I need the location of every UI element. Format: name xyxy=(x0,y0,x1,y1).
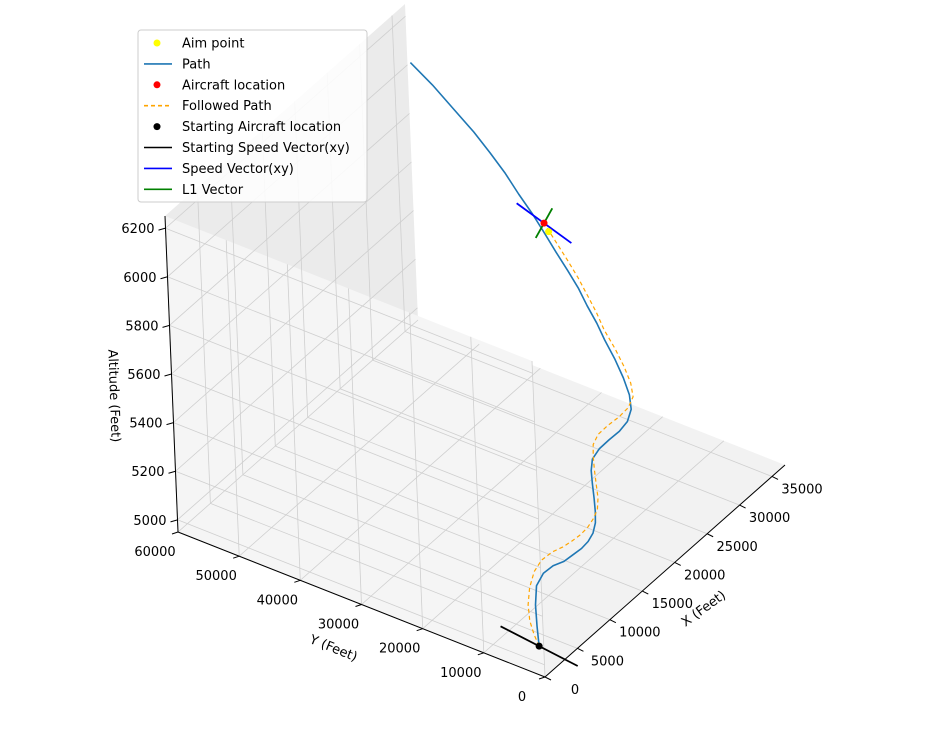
z-tick-mark xyxy=(160,276,168,280)
z-tick-mark xyxy=(162,324,170,328)
x-tick-mark xyxy=(674,561,681,566)
x-tick-mark xyxy=(739,504,746,509)
legend-label: L1 Vector xyxy=(182,183,244,198)
z-tick-label: 5400 xyxy=(129,417,162,432)
y-tick-mark xyxy=(233,555,240,559)
marker-aim-point xyxy=(545,228,553,236)
y-tick-label: 40000 xyxy=(257,593,298,608)
legend-swatch xyxy=(153,123,161,131)
series-path xyxy=(409,62,633,647)
y-tick-mark xyxy=(477,652,484,656)
y-tick-label: 60000 xyxy=(134,545,175,560)
legend: Aim point Path Aircraft location Followed P… xyxy=(137,29,368,203)
z-tick-label: 5000 xyxy=(133,514,166,529)
z-tick-label: 5800 xyxy=(125,319,158,334)
z-tick-mark xyxy=(170,519,178,523)
x-tick-mark xyxy=(544,676,552,681)
y-tick-mark xyxy=(538,676,546,680)
z-tick-mark xyxy=(164,373,172,377)
y-tick-label: 50000 xyxy=(195,569,236,584)
x-tick-mark xyxy=(577,647,584,652)
legend-label: Followed Path xyxy=(182,99,272,114)
legend-swatch xyxy=(153,81,161,89)
x-tick-label: 0 xyxy=(571,683,579,698)
z-tick-label: 5200 xyxy=(131,465,164,480)
y-tick-label: 10000 xyxy=(440,666,481,681)
tick-labels: 0 5000 10000 15000 20000 25000 30000 35000 0 1000… xyxy=(121,222,822,705)
legend-label: Aircraft location xyxy=(182,78,285,93)
z-tick-label: 5600 xyxy=(127,368,160,383)
y-tick-mark xyxy=(416,628,423,632)
x-tick-mark xyxy=(642,590,649,595)
y-tick-label: 0 xyxy=(518,690,526,705)
legend-label: Path xyxy=(182,57,211,72)
z-tick-mark xyxy=(168,470,176,474)
y-tick-mark xyxy=(355,604,362,607)
z-tick-label: 6200 xyxy=(121,222,154,237)
x-tick-label: 35000 xyxy=(781,482,822,497)
z-tick-mark xyxy=(166,422,174,426)
x-tick-label: 5000 xyxy=(591,654,624,669)
marker-starting-aircraft-location xyxy=(535,642,543,650)
x-tick-label: 25000 xyxy=(716,540,757,555)
x-tick-mark xyxy=(771,476,779,480)
x-axis-line xyxy=(544,464,786,678)
legend-label: Aim point xyxy=(182,37,244,52)
x-tick-label: 20000 xyxy=(684,568,725,583)
y-tick-label: 20000 xyxy=(379,642,420,657)
legend-box xyxy=(137,29,368,203)
x-tick-label: 15000 xyxy=(652,597,693,612)
z-axis-label: Altitude (Feet) xyxy=(104,349,122,442)
y-tick-mark xyxy=(294,579,301,583)
y-tick-mark xyxy=(171,531,179,535)
legend-swatch xyxy=(153,39,161,47)
x-tick-label: 10000 xyxy=(619,626,660,641)
y-tick-label: 30000 xyxy=(318,618,359,633)
x-tick-mark xyxy=(609,619,617,624)
legend-label: Speed Vector(xy) xyxy=(182,162,294,177)
series-followed-path xyxy=(527,222,634,647)
legend-label: Starting Speed Vector(xy) xyxy=(182,141,350,156)
legend-label: Starting Aircraft location xyxy=(182,120,341,135)
y-axis-label: Y (Feet) xyxy=(306,632,359,665)
x-tick-label: 30000 xyxy=(749,511,790,526)
x-tick-mark xyxy=(706,533,714,538)
marker-aircraft-location xyxy=(540,219,548,227)
series-layer xyxy=(409,62,634,667)
z-tick-mark xyxy=(158,227,166,231)
z-tick-label: 6000 xyxy=(123,271,156,286)
